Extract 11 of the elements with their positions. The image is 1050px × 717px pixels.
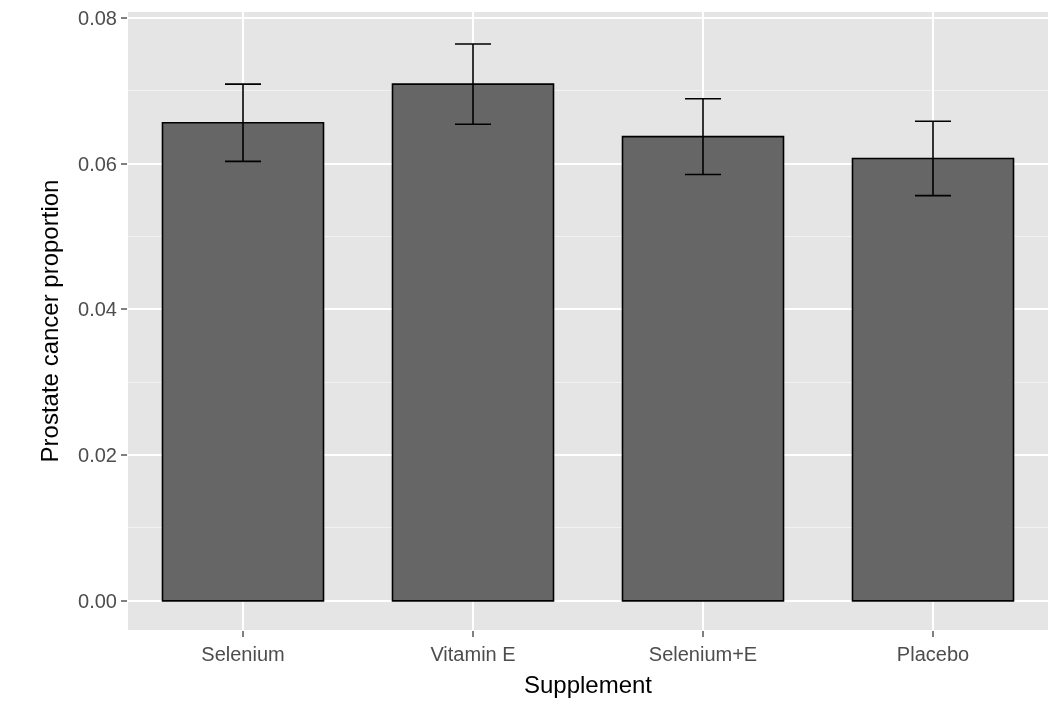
y-tick-label: 0.04 xyxy=(78,298,117,321)
x-axis-title: Supplement xyxy=(523,671,653,699)
x-tick-label: Placebo xyxy=(896,643,970,665)
x-tick-label: Vitamin E xyxy=(430,643,516,665)
y-tick-label: 0.00 xyxy=(78,589,117,612)
y-tick-label: 0.06 xyxy=(78,152,117,175)
y-tick-label: 0.08 xyxy=(78,6,117,29)
y-axis-title: Prostate cancer proportion xyxy=(36,179,64,463)
y-tick-label: 0.02 xyxy=(78,444,117,467)
x-tick-label: Selenium xyxy=(201,643,285,665)
x-tick-label: Selenium+E xyxy=(648,643,758,665)
